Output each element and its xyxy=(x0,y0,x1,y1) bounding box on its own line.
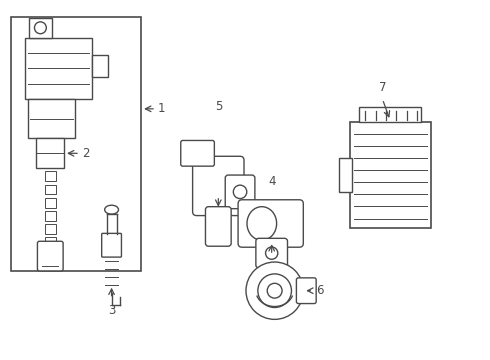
Bar xyxy=(45,198,56,208)
FancyBboxPatch shape xyxy=(256,238,288,268)
Bar xyxy=(45,171,56,181)
Bar xyxy=(339,158,352,192)
Circle shape xyxy=(233,185,247,199)
Bar xyxy=(28,18,52,38)
FancyBboxPatch shape xyxy=(238,200,303,247)
Circle shape xyxy=(34,22,47,34)
FancyBboxPatch shape xyxy=(225,175,255,209)
FancyBboxPatch shape xyxy=(193,156,244,216)
Text: 4: 4 xyxy=(268,175,275,188)
Ellipse shape xyxy=(105,205,119,214)
Text: 6: 6 xyxy=(316,284,324,297)
Bar xyxy=(45,237,56,247)
FancyBboxPatch shape xyxy=(181,140,214,166)
Bar xyxy=(350,122,431,229)
Circle shape xyxy=(267,283,282,298)
Bar xyxy=(45,211,56,221)
Text: 1: 1 xyxy=(158,102,166,115)
Bar xyxy=(36,139,64,168)
Text: 2: 2 xyxy=(82,147,89,160)
Bar xyxy=(45,224,56,234)
Text: 5: 5 xyxy=(215,100,222,113)
Bar xyxy=(11,17,141,271)
Circle shape xyxy=(266,247,278,259)
Text: 7: 7 xyxy=(379,81,386,94)
Ellipse shape xyxy=(247,207,277,240)
Bar xyxy=(360,107,421,122)
Bar xyxy=(45,185,56,194)
Bar xyxy=(92,55,108,77)
Bar xyxy=(24,38,92,99)
FancyBboxPatch shape xyxy=(205,207,231,246)
FancyBboxPatch shape xyxy=(37,241,63,271)
FancyBboxPatch shape xyxy=(102,233,122,257)
Circle shape xyxy=(258,274,292,307)
Bar xyxy=(27,99,75,139)
FancyBboxPatch shape xyxy=(296,278,316,303)
Circle shape xyxy=(246,262,303,319)
Text: 3: 3 xyxy=(108,303,115,316)
